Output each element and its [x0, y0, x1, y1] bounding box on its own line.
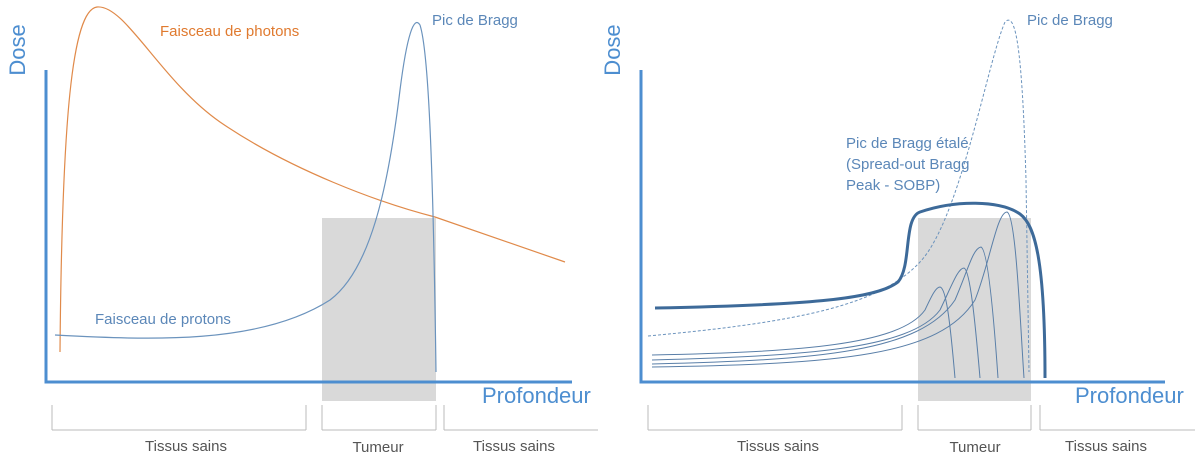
proton-curve	[54, 22, 437, 373]
pristine-peak	[651, 211, 1025, 379]
bracket	[443, 405, 598, 431]
pristine-peak	[651, 267, 981, 379]
photon-curve	[59, 6, 566, 353]
sobp-label: Peak - SOBP)	[846, 177, 940, 194]
x-axis-label: Profondeur	[482, 383, 591, 408]
y-axis-label: Dose	[5, 24, 30, 75]
y-axis-label: Dose	[600, 24, 625, 75]
axes	[639, 70, 1165, 384]
tumor-zone	[322, 218, 436, 401]
region-label: Tissus sains	[145, 438, 227, 455]
sobp-label: Pic de Bragg étalé	[846, 135, 969, 152]
axes	[44, 70, 572, 384]
curve-label: Pic de Bragg	[1027, 12, 1113, 29]
bracket	[1039, 405, 1195, 431]
bragg-curve	[647, 19, 1030, 373]
sobp-curve	[654, 201, 1047, 379]
pristine-peak	[651, 246, 999, 379]
region-label: Tissus sains	[1065, 438, 1147, 455]
tumor-zone	[918, 218, 1031, 401]
x-axis-label: Profondeur	[1075, 383, 1184, 408]
bracket	[51, 405, 307, 431]
region-label: Tumeur	[949, 439, 1000, 456]
pristine-peak	[651, 286, 956, 379]
region-label: Tissus sains	[473, 438, 555, 455]
bracket	[917, 405, 1032, 431]
curve-label: Pic de Bragg	[432, 12, 518, 29]
bracket	[321, 405, 437, 431]
region-label: Tumeur	[352, 439, 403, 456]
curve-label: Faisceau de photons	[160, 23, 299, 40]
bracket	[647, 405, 903, 431]
region-label: Tissus sains	[737, 438, 819, 455]
curve-label: Faisceau de protons	[95, 311, 231, 328]
sobp-label: (Spread-out Bragg	[846, 156, 969, 173]
